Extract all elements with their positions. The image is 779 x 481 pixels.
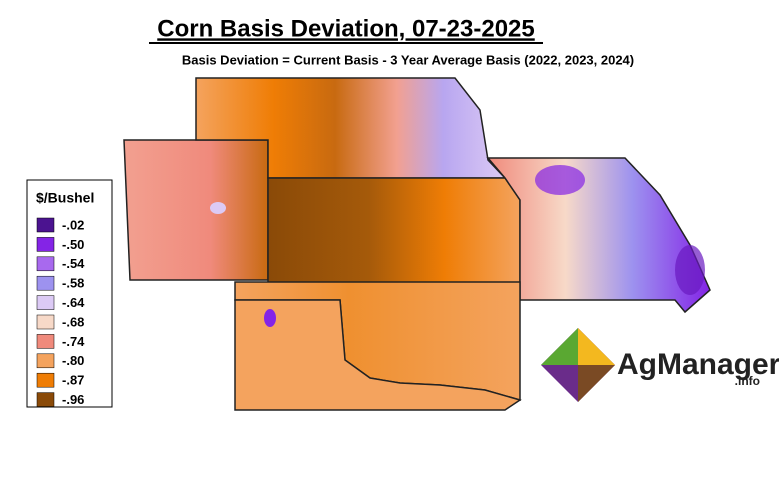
legend-label: -.58: [62, 276, 84, 291]
logo: AgManager .info: [541, 328, 779, 402]
subtitle: Basis Deviation = Current Basis - 3 Year…: [182, 52, 634, 67]
legend-swatch: [36, 256, 55, 272]
legend-swatch: [36, 314, 55, 330]
legend-label: -.74: [62, 334, 85, 349]
state-texas: [234, 299, 522, 411]
logo-mark: [578, 328, 615, 365]
legend-label: -.96: [62, 392, 84, 407]
state-kansas: [267, 177, 521, 293]
map: [123, 77, 711, 411]
region-spot: [535, 165, 585, 195]
legend-swatch: [36, 275, 55, 291]
legend-label: -.80: [62, 353, 84, 368]
logo-mark: [541, 328, 578, 365]
legend-label: -.64: [62, 295, 85, 310]
legend: $/Bushel -.02 -.50 -.54 -.58 -.64 -.68 -.74 -.8…: [26, 179, 113, 408]
legend-box: [26, 179, 113, 408]
legend-swatch: [36, 392, 55, 407]
legend-swatch: [36, 334, 55, 349]
region-spot: [210, 202, 226, 214]
legend-items: -.02 -.50 -.54 -.58 -.64 -.68 -.74 -.80 -.87 -.96: [36, 217, 85, 407]
logo-suffix: .info: [735, 374, 760, 388]
legend-label: -.54: [62, 256, 85, 271]
logo-name: AgManager: [617, 348, 779, 381]
legend-swatch: [36, 353, 55, 369]
legend-swatch: [36, 217, 55, 233]
title: Corn Basis Deviation, 07-23-2025: [157, 15, 535, 42]
legend-label: -.68: [62, 314, 84, 329]
legend-label: -.87: [62, 373, 84, 388]
legend-title: $/Bushel: [36, 190, 94, 206]
legend-swatch: [36, 237, 55, 252]
legend-swatch: [36, 372, 55, 388]
legend-label: -.02: [62, 217, 84, 232]
region-spot: [264, 309, 276, 327]
state-missouri: [486, 157, 711, 314]
state-colorado: [123, 139, 269, 281]
region-spot: [675, 245, 705, 295]
logo-mark: [578, 365, 615, 402]
legend-label: -.50: [62, 237, 84, 252]
legend-swatch: [36, 295, 55, 310]
